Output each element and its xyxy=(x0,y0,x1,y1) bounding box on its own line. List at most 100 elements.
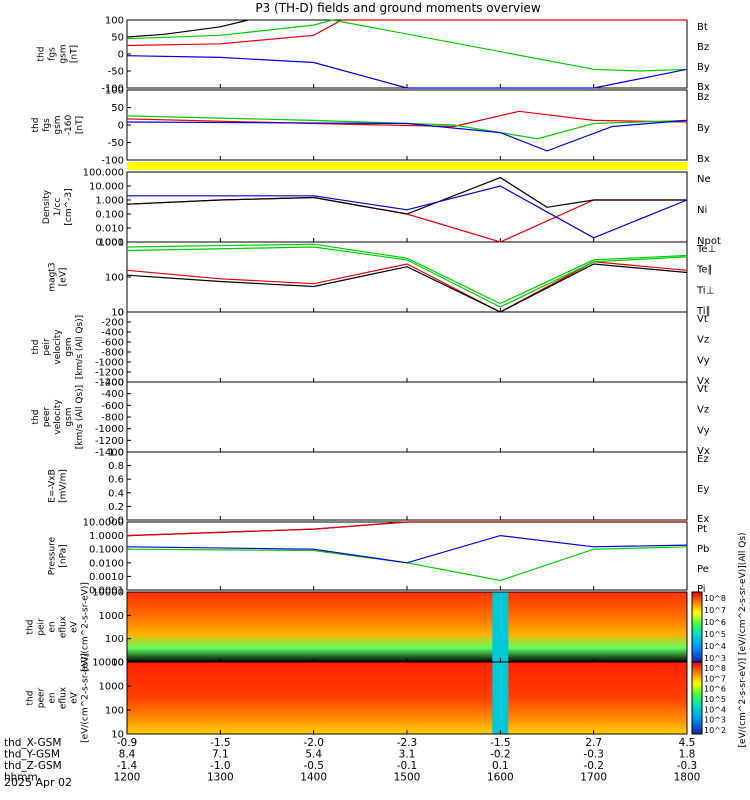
y-tick-label: 100 xyxy=(105,706,124,717)
panel-ylabel: eflux xyxy=(59,686,69,709)
y-tick-label: 1.0 xyxy=(108,448,124,459)
legend-entry: Pi xyxy=(697,584,706,595)
xaxis-value: -0.2 xyxy=(490,749,511,761)
legend-entry: Vx xyxy=(697,446,710,457)
colorbar-label: 10^3 xyxy=(704,654,726,663)
legend-entry: Pb xyxy=(697,544,709,555)
xaxis-value: 7.1 xyxy=(212,749,229,761)
panel-ylabel: thd xyxy=(37,47,47,62)
legend-entry: Ti⊥ xyxy=(696,285,714,296)
xaxis-value: -1.5 xyxy=(210,737,231,749)
series-pb xyxy=(126,521,687,537)
legend-entry: Vz xyxy=(697,335,709,346)
series-te⊥ xyxy=(126,261,688,313)
y-tick-label: 0.0001 xyxy=(89,586,124,597)
y-tick-label: -800 xyxy=(101,413,124,424)
panel-ylabel: gsm xyxy=(64,337,74,356)
xaxis-value: 1800 xyxy=(674,772,701,784)
xaxis-value: 1500 xyxy=(394,772,421,784)
panel-ylabel: [nT] xyxy=(75,116,85,134)
y-tick-label: -1000 xyxy=(95,358,124,369)
xaxis-value: 0.1 xyxy=(492,760,509,772)
xaxis-value: 1.8 xyxy=(679,749,696,761)
panel-ylabel: [nPa] xyxy=(59,544,69,567)
date-label: 2025 Apr 02 xyxy=(4,776,72,789)
panel-ylabel: eV xyxy=(70,620,80,633)
y-tick-label: -1200 xyxy=(95,436,124,447)
y-tick-label: 50 xyxy=(111,103,124,114)
y-tick-label: 10 xyxy=(111,730,124,741)
series-pi xyxy=(126,534,688,564)
panel-ylabel: Pressure xyxy=(48,536,58,575)
legend-entry: Pt xyxy=(697,524,707,535)
y-tick-label: 0.1000 xyxy=(89,545,124,556)
xaxis-value: 1700 xyxy=(580,772,607,784)
panel-ylabel: fgs xyxy=(48,47,58,61)
legend-entry: Vy xyxy=(697,425,710,436)
colorbar-label: 10^7 xyxy=(704,674,726,683)
spectrogram-peir xyxy=(127,592,687,662)
colorbar xyxy=(691,591,703,663)
colorbar-label: 10^8 xyxy=(704,594,726,603)
legend-entry: Pe xyxy=(697,564,709,575)
xaxis-value: 2.7 xyxy=(585,737,602,749)
y-tick-label: 100 xyxy=(105,16,124,27)
y-tick-label: -600 xyxy=(101,338,124,349)
y-tick-label: 0.100 xyxy=(95,210,124,221)
y-tick-label: 100 xyxy=(105,273,124,284)
mode-bar xyxy=(127,162,687,170)
legend-entry: Vz xyxy=(697,405,709,416)
y-tick-label: 10.000 xyxy=(89,182,124,193)
y-tick-label: 10000 xyxy=(92,588,124,599)
colorbar-label: 10^5 xyxy=(704,630,726,639)
y-tick-label: -1400 xyxy=(95,448,124,459)
y-tick-label: -600 xyxy=(101,401,124,412)
y-tick-label: 1000 xyxy=(99,238,124,249)
xaxis-value: 1200 xyxy=(114,772,141,784)
xaxis-value: -0.3 xyxy=(677,760,698,772)
y-tick-label: 1.0000 xyxy=(89,531,124,542)
y-tick-label: 0.0100 xyxy=(89,558,124,569)
y-tick-label: 1.000 xyxy=(95,196,124,207)
panel-ylabel: [eV/(cm^2-s-sr-eV)] xyxy=(81,653,91,743)
xaxis-value: 1300 xyxy=(207,772,234,784)
xaxis-value: 1600 xyxy=(487,772,514,784)
series-ni xyxy=(126,176,687,215)
y-tick-label: 100 xyxy=(105,634,124,645)
y-tick-label: -400 xyxy=(101,389,124,400)
y-tick-label: 0 xyxy=(118,308,124,319)
series-ti⊥ xyxy=(126,243,688,305)
y-tick-label: -400 xyxy=(101,328,124,339)
legend-entry: By xyxy=(697,123,710,134)
panel-ylabel: [eV/(cm^2-s-sr-eV)] xyxy=(81,582,91,672)
y-tick-label: 10000 xyxy=(92,658,124,669)
panel-ylabel: gsm xyxy=(59,44,69,63)
series-bx xyxy=(126,119,688,152)
xaxis-value: -2.3 xyxy=(397,737,418,749)
legend-entry: Bz xyxy=(697,42,709,53)
legend-entry: Te⊥ xyxy=(696,244,716,255)
xaxis-value: 3.1 xyxy=(399,749,416,761)
panel-frame xyxy=(126,241,688,313)
panel-ylabel: en xyxy=(48,621,58,632)
xaxis-row-label: thd_X-GSM xyxy=(4,737,61,749)
panel-ylabel: Density xyxy=(42,189,52,224)
series-pt xyxy=(126,521,687,537)
y-tick-label: 100 xyxy=(105,86,124,97)
legend-entry: Vt xyxy=(697,314,708,325)
xaxis-value: 8.4 xyxy=(119,749,136,761)
panel-ylabel: eV xyxy=(70,691,80,704)
y-tick-label: 0.001 xyxy=(95,238,124,249)
xaxis-value: -0.5 xyxy=(303,760,324,772)
xaxis-value: -1.5 xyxy=(490,737,511,749)
series-by xyxy=(126,115,688,140)
panel-ylabel: [km/s (All Qs)] xyxy=(75,315,85,379)
panel-ylabel: eflux xyxy=(59,615,69,638)
panel-ylabel: thd xyxy=(31,410,41,425)
panel-ylabel: thd xyxy=(31,118,41,133)
y-tick-label: 0.4 xyxy=(108,488,124,499)
y-tick-label: 0.6 xyxy=(108,475,124,486)
panel-ylabel: [eV] xyxy=(59,268,69,287)
y-tick-label: -1400 xyxy=(95,378,124,389)
